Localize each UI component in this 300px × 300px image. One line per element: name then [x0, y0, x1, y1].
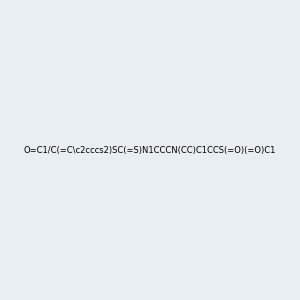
Text: O=C1/C(=C\c2cccs2)SC(=S)N1CCCN(CC)C1CCS(=O)(=O)C1: O=C1/C(=C\c2cccs2)SC(=S)N1CCCN(CC)C1CCS(…	[24, 146, 276, 154]
